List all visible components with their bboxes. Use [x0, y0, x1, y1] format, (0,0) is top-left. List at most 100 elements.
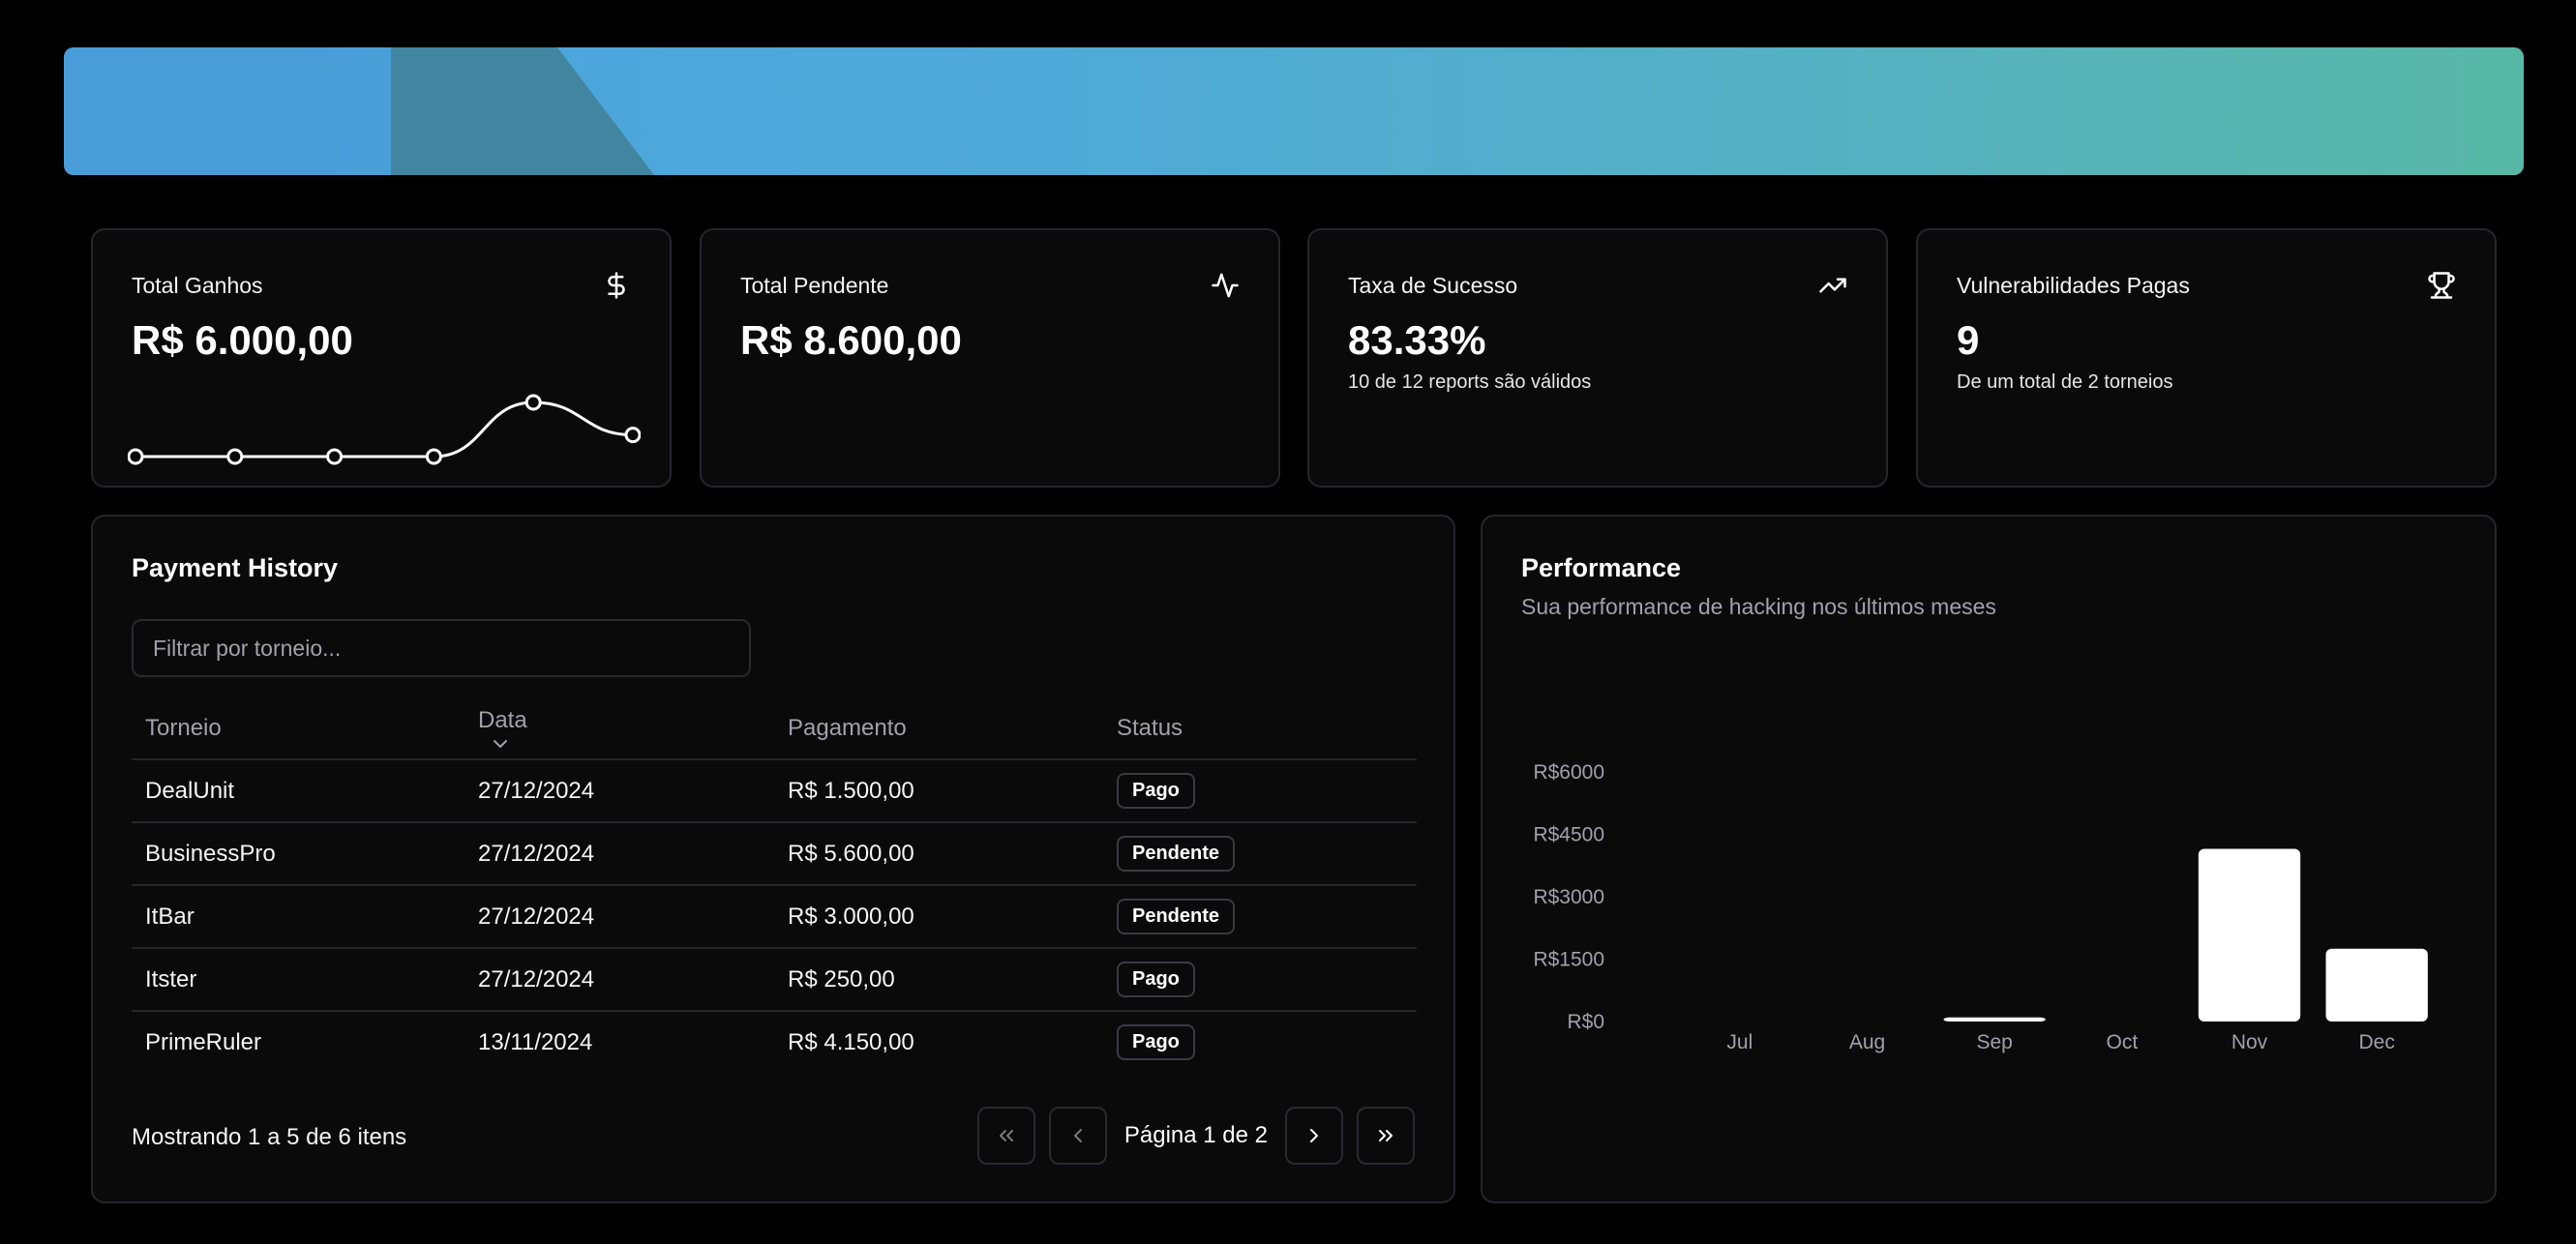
- cell-status: Pendente: [1103, 885, 1417, 949]
- stat-title: Vulnerabilidades Pagas: [1957, 273, 2190, 298]
- x-tick-label: Sep: [1976, 1031, 2012, 1053]
- stat-title: Total Pendente: [740, 273, 889, 298]
- column-label: Torneio: [145, 715, 222, 741]
- chevrons-left-icon: [999, 1130, 1013, 1141]
- x-tick-label: Dec: [2358, 1031, 2394, 1053]
- payment-history-panel: Payment History Torneio Data Pagamento S…: [91, 515, 1455, 1203]
- cell-torneio: ItBar: [132, 885, 464, 949]
- first-page-button[interactable]: [976, 1107, 1035, 1165]
- column-header-torneio: Torneio: [132, 698, 464, 760]
- performance-title: Performance: [1521, 553, 1682, 582]
- status-badge: Pendente: [1117, 836, 1236, 872]
- y-tick-label: R$4500: [1533, 824, 1604, 846]
- pagination-summary: Mostrando 1 a 5 de 6 itens: [132, 1124, 407, 1150]
- performance-bar-chart: R$0 R$1500 R$3000 R$4500 R$6000 Jul Aug Sep Oct N…: [1533, 761, 2428, 1053]
- status-badge: Pendente: [1117, 899, 1236, 934]
- bar-sep[interactable]: [1943, 1017, 2046, 1022]
- cell-torneio: DealUnit: [132, 759, 464, 823]
- cell-pagamento: R$ 4.150,00: [788, 1028, 914, 1055]
- column-header-data[interactable]: Data: [464, 698, 774, 760]
- chevron-down-icon[interactable]: [492, 738, 509, 750]
- cell-data: 27/12/2024: [464, 885, 774, 949]
- activity-icon: [1212, 273, 1239, 298]
- sparkline-point[interactable]: [326, 448, 344, 465]
- trophy-icon: [2428, 272, 2455, 299]
- bar-dec[interactable]: [2325, 948, 2428, 1022]
- dollar-icon: [608, 272, 625, 299]
- stat-subtitle: 10 de 12 reports são válidos: [1348, 371, 1592, 393]
- column-header-status: Status: [1103, 698, 1417, 760]
- status-badge: Pago: [1117, 962, 1195, 997]
- y-tick-label: R$3000: [1533, 886, 1604, 908]
- bar-nov[interactable]: [2198, 848, 2301, 1022]
- payment-history-table: Torneio Data Pagamento Status DealUnit 2…: [132, 698, 1417, 1073]
- x-tick-label: Aug: [1849, 1031, 1885, 1053]
- stat-card-vulnerabilidades-pagas: Vulnerabilidades Pagas 9 De um total de …: [1916, 228, 2497, 488]
- last-page-button[interactable]: [1357, 1107, 1415, 1165]
- table-row[interactable]: BusinessPro 27/12/2024 R$ 5.600,00 Pende…: [132, 822, 1417, 886]
- earnings-sparkline: [128, 394, 641, 465]
- table-row[interactable]: DealUnit 27/12/2024 R$ 1.500,00 Pago: [132, 759, 1417, 823]
- banner-decoration: [64, 47, 654, 175]
- payment-history-title: Payment History: [132, 553, 339, 582]
- stat-card-total-pendente: Total Pendente R$ 8.600,00: [700, 228, 1280, 488]
- cell-pagamento: R$ 250,00: [774, 948, 1103, 1012]
- y-tick-label: R$6000: [1533, 761, 1604, 784]
- stat-value: 83.33%: [1348, 317, 1486, 363]
- header-banner: [64, 47, 2524, 175]
- stat-value: 9: [1957, 317, 1980, 363]
- cell-status: Pendente: [1103, 822, 1417, 886]
- stat-title: Total Ganhos: [132, 273, 263, 298]
- status-badge: Pago: [1117, 773, 1195, 809]
- pagination: Página 1 de 2: [976, 1107, 1415, 1165]
- x-tick-label: Jul: [1726, 1031, 1752, 1053]
- performance-subtitle: Sua performance de hacking nos últimos m…: [1521, 594, 1996, 619]
- cell-pagamento: R$ 5.600,00: [774, 822, 1103, 886]
- column-label: Pagamento: [788, 715, 907, 741]
- cell-pagamento: R$ 1.500,00: [774, 759, 1103, 823]
- cell-torneio: Itster: [132, 948, 464, 1012]
- cell-data: 27/12/2024: [464, 948, 774, 1012]
- stat-card-total-ganhos: Total Ganhos R$ 6.000,00: [91, 228, 672, 488]
- trending-up-icon: [1819, 278, 1846, 293]
- x-tick-label: Nov: [2232, 1031, 2268, 1053]
- sparkline-point[interactable]: [128, 448, 144, 465]
- x-tick-label: Oct: [2106, 1031, 2138, 1053]
- cell-torneio: PrimeRuler: [145, 1028, 262, 1055]
- chevron-left-icon: [1073, 1129, 1082, 1142]
- sparkline-point[interactable]: [524, 394, 542, 411]
- cell-data: 27/12/2024: [464, 759, 774, 823]
- previous-page-button[interactable]: [1048, 1107, 1107, 1165]
- table-header-row: Torneio Data Pagamento Status: [132, 698, 1417, 760]
- stat-value: R$ 6.000,00: [132, 317, 353, 363]
- y-tick-label: R$1500: [1533, 949, 1604, 971]
- stat-value: R$ 8.600,00: [740, 317, 962, 363]
- stat-subtitle: De um total de 2 torneios: [1957, 371, 2173, 393]
- cell-status: Pago: [1103, 948, 1417, 1012]
- tournament-filter-input[interactable]: [132, 619, 751, 677]
- cell-status: Pago: [1103, 759, 1417, 823]
- sparkline-path: [135, 400, 634, 459]
- cell-data: 27/12/2024: [464, 822, 774, 886]
- chevrons-right-icon: [1379, 1130, 1393, 1141]
- table-row[interactable]: Itster 27/12/2024 R$ 250,00 Pago: [132, 948, 1417, 1012]
- column-label: Status: [1117, 715, 1183, 741]
- chevron-right-icon: [1310, 1129, 1318, 1142]
- stat-card-taxa-de-sucesso: Taxa de Sucesso 83.33% 10 de 12 reports …: [1307, 228, 1888, 488]
- column-label: Data: [478, 707, 527, 733]
- status-badge: Pago: [1117, 1024, 1195, 1060]
- table-row[interactable]: PrimeRuler 13/11/2024 R$ 4.150,00 Pago: [132, 1011, 1417, 1073]
- cell-pagamento: R$ 3.000,00: [774, 885, 1103, 949]
- sparkline-point[interactable]: [226, 448, 244, 465]
- table-row[interactable]: ItBar 27/12/2024 R$ 3.000,00 Pendente: [132, 885, 1417, 949]
- sparkline-point[interactable]: [425, 448, 442, 465]
- page-indicator: Página 1 de 2: [1123, 1122, 1268, 1148]
- cell-status: Pago: [1103, 1011, 1417, 1073]
- y-tick-label: R$0: [1567, 1011, 1604, 1033]
- performance-panel: Performance Sua performance de hacking n…: [1481, 515, 2497, 1203]
- sparkline-point[interactable]: [624, 427, 641, 444]
- cell-torneio: BusinessPro: [132, 822, 464, 886]
- column-header-pagamento: Pagamento: [774, 698, 1103, 760]
- next-page-button[interactable]: [1285, 1107, 1343, 1165]
- stat-title: Taxa de Sucesso: [1348, 273, 1518, 298]
